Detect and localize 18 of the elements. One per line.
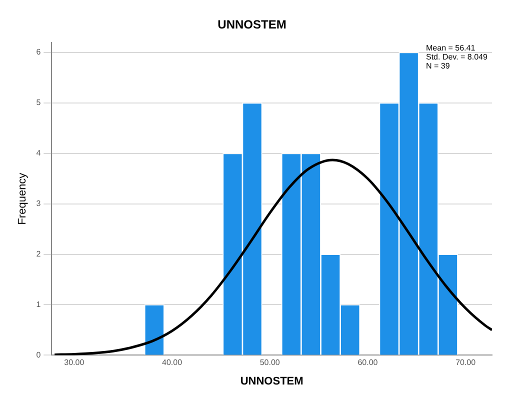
y-axis-title: Frequency: [16, 172, 29, 225]
y-tick-label: 1: [36, 300, 42, 309]
y-tick-label: 3: [36, 199, 42, 208]
x-axis-title: UNNOSTEM: [240, 375, 304, 388]
annotation: N = 39: [426, 62, 450, 71]
y-tick-label: 5: [36, 98, 42, 108]
x-tick-label: 30.00: [64, 358, 85, 368]
annotation: Mean = 56.41: [426, 44, 476, 53]
x-tick-label: 40.00: [162, 358, 183, 368]
x-tick-label: 60.00: [358, 358, 378, 368]
y-tick-label: 4: [36, 148, 42, 158]
y-tick-label: 6: [36, 48, 42, 57]
x-tick-label: 70.00: [456, 358, 476, 368]
x-tick-label: 50.00: [260, 358, 280, 368]
annotation: Std. Dev. = 8.049: [426, 52, 488, 62]
chart-title: UNNOSTEM: [218, 18, 286, 32]
y-tick-label: 2: [36, 250, 42, 258]
y-tick-label: 0: [36, 350, 42, 360]
